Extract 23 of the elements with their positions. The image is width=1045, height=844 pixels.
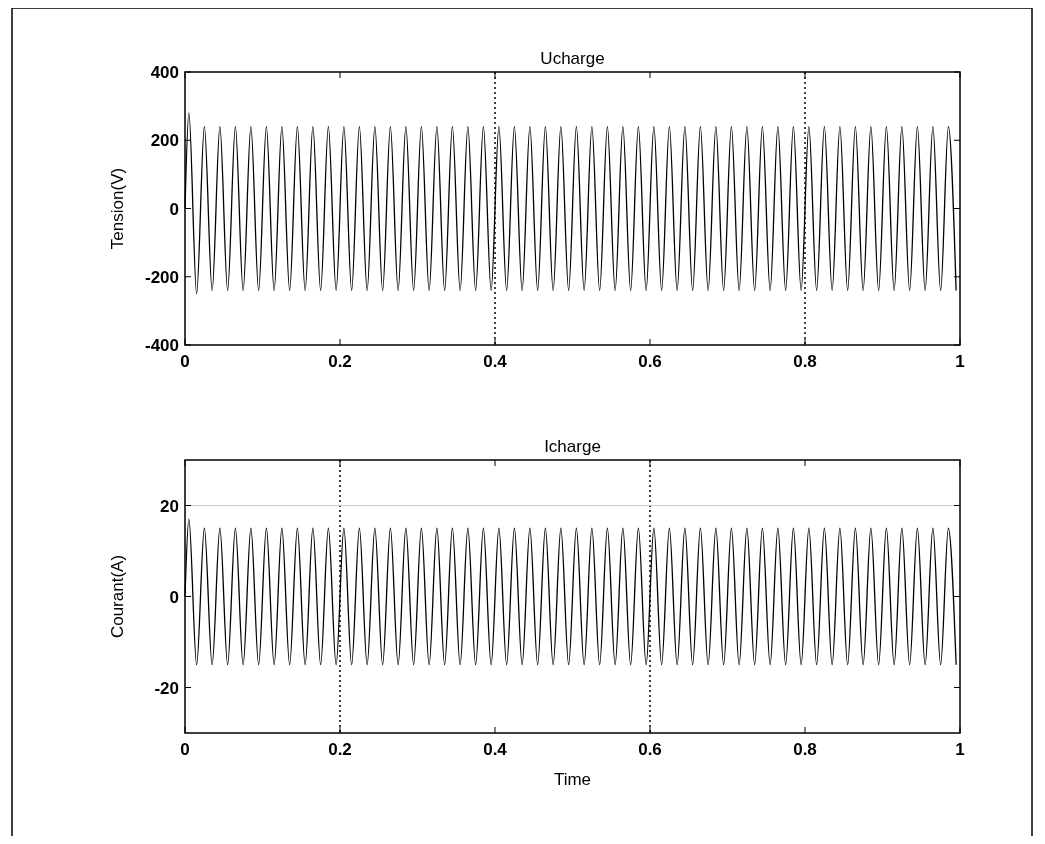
y-axis-title: Tension(V) (108, 167, 127, 250)
y-tick-label: -20 (154, 678, 179, 698)
y-tick-label: 0 (169, 199, 179, 219)
x-tick-label: 0.2 (328, 740, 352, 759)
y-tick-label: -200 (144, 267, 179, 287)
chart-title: Icharge (544, 437, 601, 456)
x-tick-label: 0.6 (638, 740, 662, 759)
x-tick-label: 0.4 (483, 352, 508, 371)
x-tick-label: 1 (955, 352, 965, 371)
y-tick-label: 400 (150, 63, 179, 82)
x-tick-label: 0.4 (483, 740, 508, 759)
x-axis-title: Time (553, 770, 592, 789)
y-tick-label: 200 (150, 131, 179, 151)
x-tick-label: 1 (955, 740, 965, 759)
x-tick-label: 0.8 (793, 740, 817, 759)
chart-title: Ucharge (540, 49, 605, 68)
y-tick-label: -400 (144, 336, 179, 355)
x-tick-label: 0.8 (793, 352, 817, 371)
x-tick-label: 0.2 (328, 352, 352, 371)
y-tick-label: 20 (160, 496, 179, 516)
y-tick-label: 0 (169, 587, 179, 607)
y-axis-title: Courant(A) (108, 554, 127, 639)
x-tick-label: 0.6 (638, 352, 662, 371)
